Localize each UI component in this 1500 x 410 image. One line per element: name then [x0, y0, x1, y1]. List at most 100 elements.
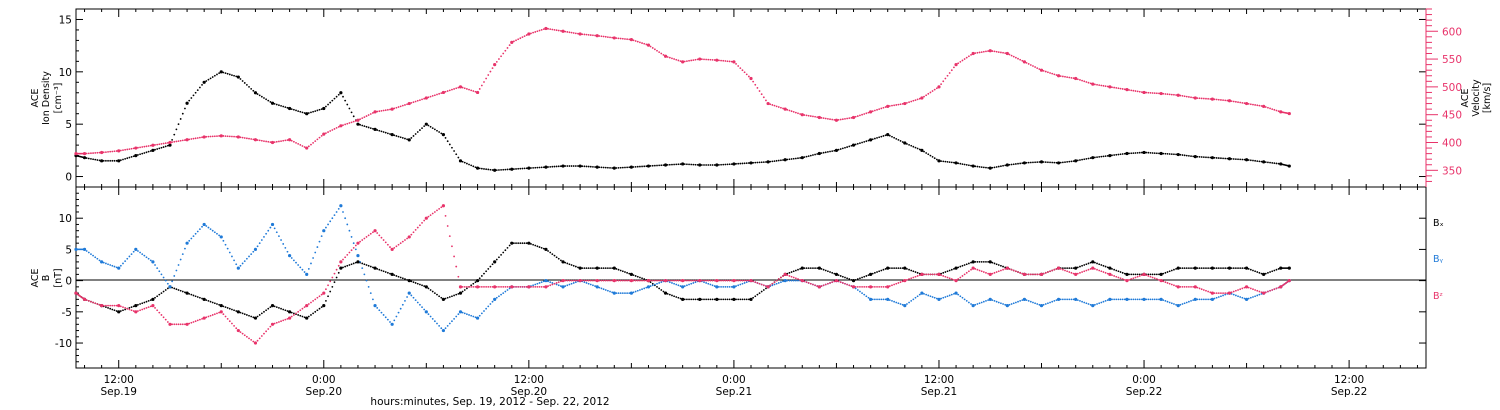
- data-point-dense: [1111, 86, 1113, 89]
- data-point-dense: [991, 272, 994, 275]
- data-point-dense: [997, 51, 1000, 54]
- data-point: [971, 260, 975, 264]
- data-point-dense: [946, 276, 949, 279]
- velocity-label-line2: Velocity: [1471, 79, 1482, 117]
- data-point-dense: [570, 264, 573, 266]
- data-point-dense: [617, 292, 620, 294]
- data-point-dense: [320, 306, 323, 309]
- data-point-dense: [128, 148, 131, 151]
- data-point-dense: [1183, 285, 1186, 288]
- data-point-dense: [1217, 157, 1220, 159]
- data-point: [356, 260, 360, 264]
- data-point: [1108, 297, 1112, 301]
- data-point-dense: [965, 263, 968, 266]
- data-point-dense: [649, 281, 652, 284]
- data-point-dense: [587, 267, 590, 270]
- data-point: [1056, 74, 1061, 78]
- data-point-dense: [1241, 267, 1244, 270]
- data-point-dense: [1094, 303, 1096, 306]
- data-point-dense: [380, 236, 383, 239]
- data-point-dense: [532, 284, 535, 287]
- data-point-dense: [1220, 99, 1222, 101]
- data-point-dense: [863, 275, 866, 278]
- data-point-dense: [711, 59, 714, 61]
- data-point-dense: [833, 119, 836, 121]
- data-point-dense: [177, 264, 180, 266]
- data-point-dense: [897, 302, 900, 305]
- data-point-dense: [769, 160, 772, 163]
- data-point-dense: [788, 279, 791, 282]
- data-point-dense: [466, 313, 468, 316]
- data-point-dense: [564, 285, 567, 287]
- data-point-dense: [1136, 275, 1139, 278]
- data-point-dense: [948, 72, 951, 74]
- data-point: [886, 285, 890, 289]
- data-point-dense: [1147, 273, 1150, 276]
- data-point-dense: [1188, 154, 1190, 157]
- data-point-dense: [982, 166, 985, 169]
- data-point: [185, 241, 189, 245]
- data-point-dense: [201, 84, 203, 86]
- data-point-dense: [1217, 296, 1220, 298]
- data-point-dense: [987, 299, 989, 302]
- data-point-dense: [1096, 156, 1098, 159]
- data-point-dense: [542, 166, 545, 169]
- data-point-dense: [606, 267, 609, 270]
- data-point-dense: [1185, 285, 1188, 288]
- data-point-dense: [982, 300, 985, 303]
- data-point-dense: [1021, 272, 1024, 275]
- data-point-dense: [820, 285, 823, 287]
- data-point-dense: [1158, 152, 1160, 155]
- data-point-dense: [128, 307, 131, 309]
- data-point-dense: [743, 279, 746, 282]
- data-point-dense: [525, 242, 528, 245]
- data-point-dense: [602, 35, 605, 38]
- data-point-dense: [325, 132, 327, 135]
- data-point-dense: [564, 279, 567, 282]
- data-point: [749, 297, 753, 301]
- data-point-dense: [1198, 287, 1201, 290]
- data-point-dense: [1258, 104, 1261, 107]
- data-point-dense: [713, 298, 716, 301]
- data-point-dense: [895, 301, 898, 304]
- data-point-dense: [805, 114, 808, 117]
- data-point-dense: [126, 307, 129, 310]
- data-point-dense: [908, 268, 910, 271]
- data-point: [886, 297, 890, 301]
- data-point-dense: [752, 80, 755, 83]
- data-point-dense: [688, 283, 690, 286]
- data-point-dense: [258, 242, 261, 245]
- data-point-dense: [310, 262, 312, 265]
- data-point-dense: [280, 140, 282, 143]
- data-point-dense: [1147, 298, 1150, 301]
- data-point-dense: [980, 261, 983, 263]
- data-point-dense: [859, 142, 861, 145]
- data-point-dense: [867, 139, 870, 142]
- data-point-dense: [1164, 93, 1167, 95]
- data-point-dense: [1230, 267, 1233, 270]
- data-point: [886, 266, 890, 270]
- data-point-dense: [1200, 156, 1203, 158]
- data-point-dense: [1025, 161, 1028, 164]
- data-point-dense: [1012, 55, 1015, 58]
- data-point-dense: [1241, 296, 1244, 299]
- data-point-dense: [468, 88, 470, 91]
- data-point-dense: [436, 209, 438, 212]
- data-point-dense: [248, 85, 250, 88]
- data-point: [1125, 279, 1129, 283]
- data-point-dense: [346, 264, 349, 267]
- data-point-dense: [1034, 273, 1036, 276]
- data-point-dense: [1119, 153, 1122, 156]
- data-point-dense: [468, 285, 470, 288]
- data-point-dense: [718, 59, 720, 62]
- time-tick-label: 0:00: [312, 374, 336, 386]
- data-point-dense: [1104, 300, 1107, 302]
- data-point-dense: [1012, 163, 1015, 166]
- data-point-dense: [1164, 281, 1167, 284]
- density-series-ion-density: [74, 70, 1291, 172]
- data-point-dense: [1254, 159, 1257, 162]
- data-point-dense: [109, 307, 112, 310]
- data-point: [1091, 266, 1095, 270]
- data-point-dense: [963, 273, 966, 276]
- data-point-dense: [472, 315, 475, 318]
